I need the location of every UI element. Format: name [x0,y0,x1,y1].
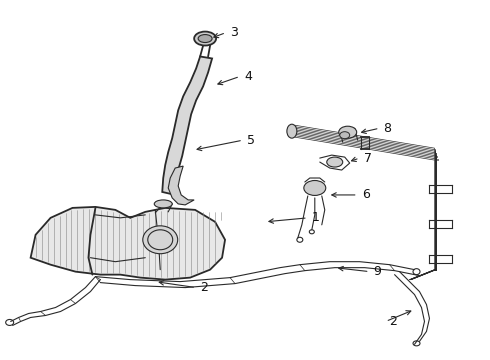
Text: 3: 3 [230,26,238,39]
Ellipse shape [194,32,216,45]
Text: 2: 2 [390,315,397,328]
Ellipse shape [340,132,350,139]
Ellipse shape [154,200,172,208]
Ellipse shape [304,180,326,195]
Text: 8: 8 [384,122,392,135]
Ellipse shape [287,124,297,138]
Ellipse shape [198,35,212,42]
Polygon shape [168,166,194,205]
Ellipse shape [327,157,343,167]
Ellipse shape [339,126,357,138]
Text: 9: 9 [374,265,382,278]
Text: 7: 7 [364,152,371,165]
Text: 4: 4 [244,70,252,83]
Polygon shape [162,57,212,195]
Text: 6: 6 [362,188,369,202]
Ellipse shape [143,226,178,254]
Text: 1: 1 [312,211,319,224]
Text: 5: 5 [247,134,255,147]
Polygon shape [30,207,225,280]
Text: 2: 2 [200,281,208,294]
